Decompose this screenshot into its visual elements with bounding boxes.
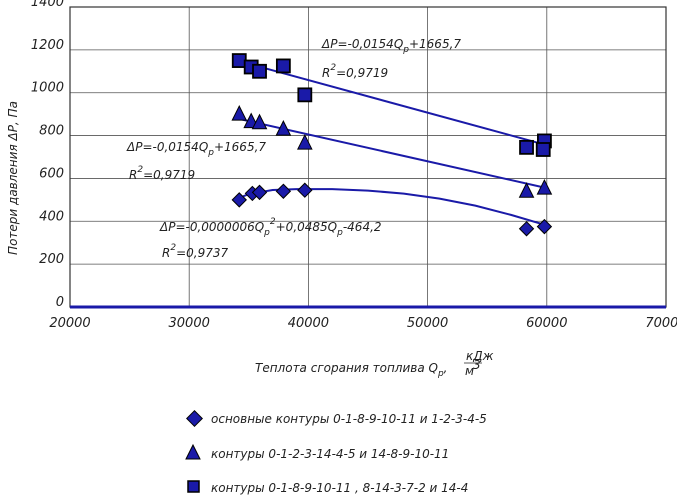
data-point-triangle [536,178,553,195]
legend-diamond-icon [186,410,203,427]
r2-diamonds: R2=0,9737 [162,243,228,260]
data-point-triangle [297,133,313,150]
y-tick-label: 1200 [31,38,64,53]
x-tick-label: 60000 [526,316,567,331]
data-point-triangle [251,113,268,130]
data-point-triangle [231,105,248,121]
y-tick-label: 200 [39,252,64,267]
x-axis-unit: кДж м 3 [464,349,494,378]
y-tick-label: 1400 [31,0,64,10]
grid-layer [69,6,667,308]
annotation-diamonds: ΔР=-0,0000006Qр2+0,0485Qр-464,2 R2=0,973… [159,217,382,260]
annotation-triangles: ΔР=-0,0154Qр+1665,7 R2=0,9719 [126,140,266,182]
y-tick-label: 800 [39,124,64,139]
data-point-diamond [518,221,535,237]
legend-label-squares: контуры 0-1-8-9-10-11 , 8-14-3-7-2 и 14-… [211,481,468,495]
data-point-square [252,63,267,79]
legend-item-diamonds: основные контуры 0-1-8-9-10-11 и 1-2-3-4… [186,410,487,427]
legend-triangle-icon [185,443,201,460]
r2-squares: R2=0,9719 [322,63,388,80]
x-tick-label: 20000 [49,316,90,331]
y-tick-label: 0 [56,295,64,310]
r2-triangles: R2=0,9719 [129,165,195,182]
x-tick-label: 30000 [169,316,210,331]
data-point-triangle [518,182,535,198]
y-tick-label: 1000 [31,81,64,96]
equation-diamonds: ΔР=-0,0000006Qр2+0,0485Qр-464,2 [159,217,382,238]
y-tick-label: 600 [39,166,64,181]
x-tick-label: 40000 [288,316,329,331]
legend-label-diamonds: основные контуры 0-1-8-9-10-11 и 1-2-3-4… [211,412,487,426]
x-unit-exponent: 3 [473,358,481,372]
data-point-square [519,139,534,155]
x-unit-denominator: м [465,364,474,378]
point-layer [231,53,553,237]
data-point-diamond [251,184,268,201]
trendline-square [236,59,548,147]
equation-squares: ΔР=-0,0154Qр+1665,7 [321,37,461,55]
legend: основные контуры 0-1-8-9-10-11 и 1-2-3-4… [185,410,487,495]
axis-layer: 0 200 400 600 800 1000 1200 1400 20000 30000 40000… [31,0,677,331]
y-axis-title: Потери давления ΔР, Па [6,101,20,255]
trend-layer [236,59,548,227]
data-point-diamond [536,218,553,235]
data-point-triangle [275,120,292,136]
data-point-square [297,87,313,103]
data-point-diamond [297,182,313,198]
data-point-square [275,58,291,74]
data-point-square [535,142,551,157]
y-tick-label: 400 [39,209,64,224]
equation-triangles: ΔР=-0,0154Qр+1665,7 [126,140,266,158]
x-axis-title: Теплота сгорания топлива Qр, [255,361,448,379]
legend-label-triangles: контуры 0-1-2-3-14-4-5 и 14-8-9-10-11 [211,447,449,461]
x-unit-numerator: кДж [466,349,494,363]
data-point-diamond [275,183,292,199]
legend-square-icon [187,480,200,493]
legend-item-squares: контуры 0-1-8-9-10-11 , 8-14-3-7-2 и 14-… [187,480,468,495]
legend-item-triangles: контуры 0-1-2-3-14-4-5 и 14-8-9-10-11 [185,443,449,461]
annotation-squares: ΔР=-0,0154Qр+1665,7 R2=0,9719 [321,37,461,80]
x-tick-label: 70000 [645,316,677,331]
trendline-triangle [236,117,548,190]
plot-frame [69,6,667,308]
x-tick-label: 50000 [407,316,448,331]
data-point-diamond [231,192,247,208]
